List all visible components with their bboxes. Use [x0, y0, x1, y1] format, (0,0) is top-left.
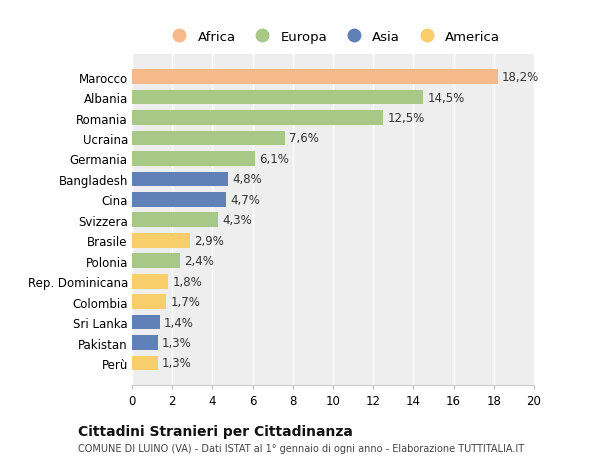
Text: Cittadini Stranieri per Cittadinanza: Cittadini Stranieri per Cittadinanza [78, 425, 353, 438]
Text: 1,8%: 1,8% [172, 275, 202, 288]
Bar [132, 233, 190, 248]
Bar [132, 315, 160, 330]
Bar [132, 254, 180, 269]
Bar [132, 336, 158, 350]
Legend: Africa, Europa, Asia, America: Africa, Europa, Asia, America [161, 25, 505, 49]
Bar [132, 111, 383, 126]
Bar [132, 70, 498, 85]
Bar [132, 295, 166, 309]
Bar [132, 172, 229, 187]
Text: 1,3%: 1,3% [162, 336, 192, 349]
Text: COMUNE DI LUINO (VA) - Dati ISTAT al 1° gennaio di ogni anno - Elaborazione TUTT: COMUNE DI LUINO (VA) - Dati ISTAT al 1° … [78, 443, 524, 453]
Text: 6,1%: 6,1% [259, 152, 289, 166]
Bar [132, 356, 158, 370]
Text: 4,7%: 4,7% [230, 193, 260, 207]
Text: 12,5%: 12,5% [387, 112, 425, 125]
Text: 4,3%: 4,3% [223, 214, 252, 227]
Text: 2,9%: 2,9% [194, 234, 224, 247]
Text: 1,3%: 1,3% [162, 357, 192, 369]
Bar [132, 213, 218, 228]
Text: 4,8%: 4,8% [233, 173, 262, 186]
Text: 7,6%: 7,6% [289, 132, 319, 145]
Bar [132, 274, 168, 289]
Bar [132, 131, 285, 146]
Text: 1,4%: 1,4% [164, 316, 194, 329]
Text: 2,4%: 2,4% [184, 255, 214, 268]
Text: 1,7%: 1,7% [170, 296, 200, 308]
Bar [132, 90, 424, 105]
Text: 14,5%: 14,5% [427, 91, 465, 104]
Bar [132, 152, 254, 167]
Text: 18,2%: 18,2% [502, 71, 539, 84]
Bar [132, 193, 226, 207]
